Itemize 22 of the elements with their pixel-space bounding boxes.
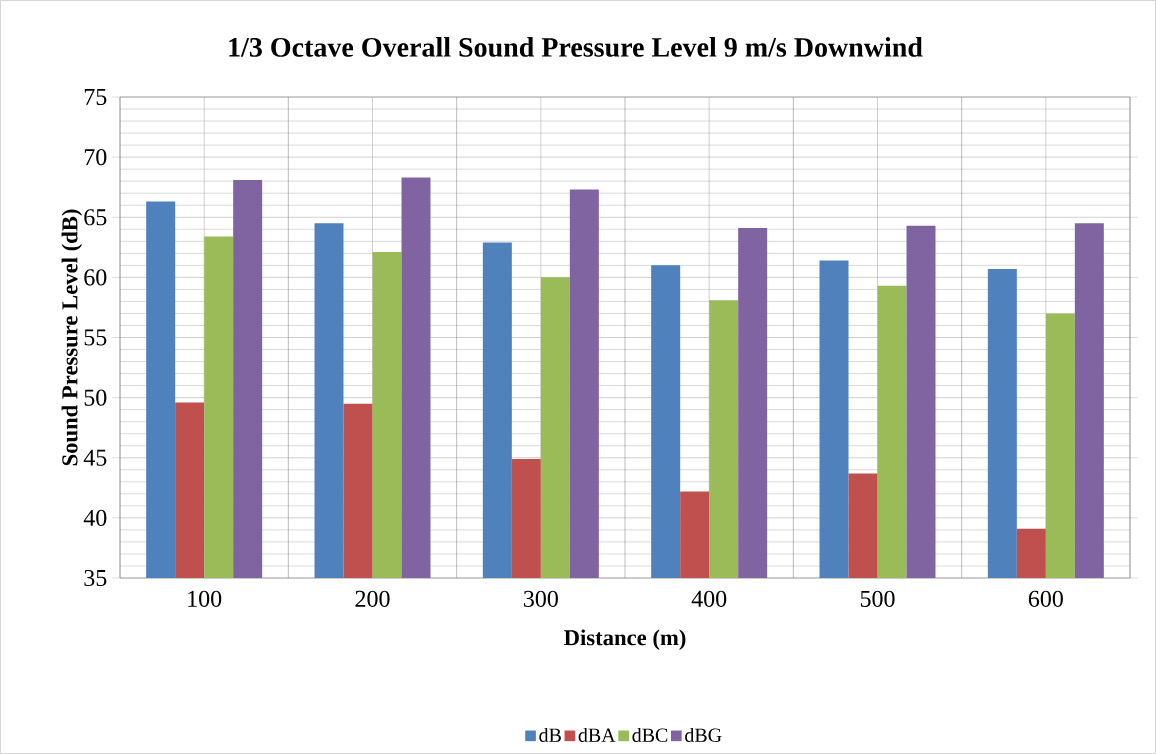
x-tick-label: 300 <box>523 590 558 607</box>
legend-label: dBG <box>685 727 722 742</box>
y-tick-label: 60 <box>84 269 107 286</box>
y-tick-label: 65 <box>84 209 107 226</box>
x-tick-label: 600 <box>1028 590 1063 607</box>
x-tick-label: 500 <box>860 590 895 607</box>
legend-label: dB <box>539 727 561 742</box>
chart-title: 1/3 Octave Overall Sound Pressure Level 9 m/s Downwind <box>229 37 923 57</box>
y-tick-label: 70 <box>84 149 107 166</box>
y-axis-title: Sound Pressure Level (dB) <box>61 209 83 466</box>
y-tick-label: 75 <box>84 89 107 105</box>
y-tick-label: 40 <box>83 509 107 526</box>
x-tick-label: 400 <box>691 590 727 607</box>
legend-label: dBC <box>632 727 668 742</box>
y-tick-label: 55 <box>84 329 107 346</box>
x-axis-title: Distance (m) <box>564 629 686 650</box>
legend-label: dBA <box>578 727 616 742</box>
y-tick-label: 45 <box>83 449 107 466</box>
y-tick-label: 50 <box>84 389 107 406</box>
y-tick-label: 35 <box>84 569 107 587</box>
x-tick-label: 200 <box>355 590 390 607</box>
x-tick-label: 100 <box>188 590 222 607</box>
